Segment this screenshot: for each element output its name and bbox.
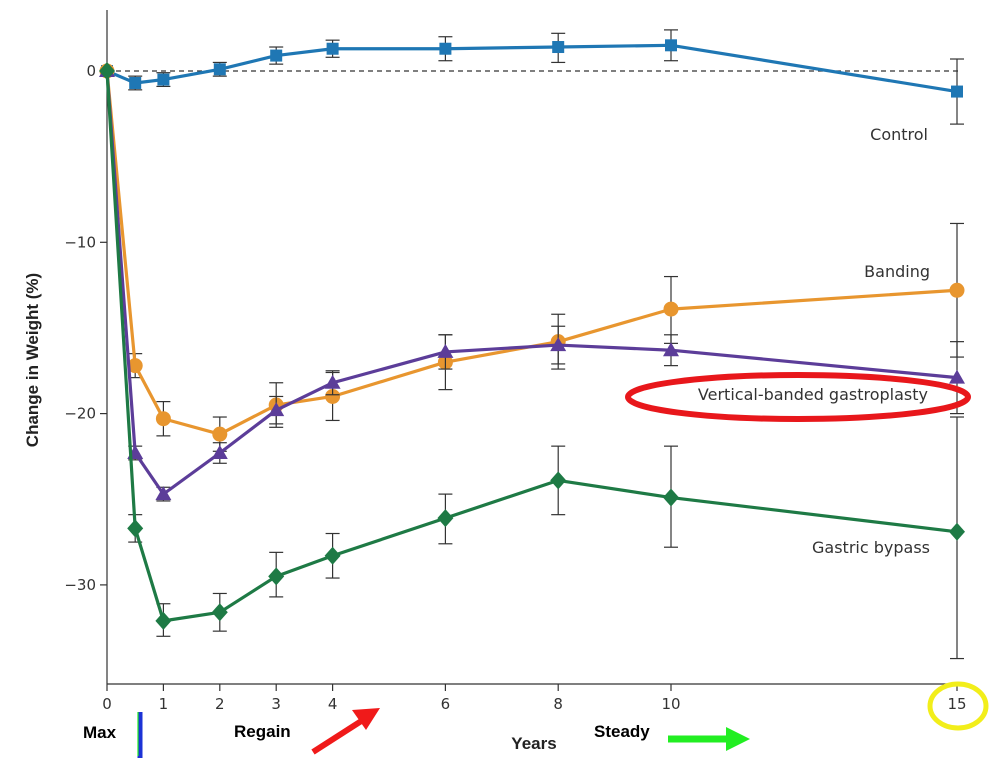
series-line [105, 70, 958, 496]
data-point-circle [949, 282, 965, 298]
series-gastric-bypass [99, 62, 965, 660]
data-point-diamond [949, 522, 965, 541]
data-point-circle [325, 388, 341, 404]
data-point-square [439, 42, 452, 55]
x-tick-label: 2 [215, 695, 225, 713]
x-tick-label: 1 [159, 695, 169, 713]
annotation-steady: Steady [594, 722, 650, 741]
data-point-diamond [437, 509, 454, 528]
data-point-diamond [268, 567, 285, 586]
data-point-square [552, 41, 565, 54]
x-axis-title: Years [511, 734, 556, 753]
series-label: Banding [864, 262, 930, 281]
data-point-triangle [324, 374, 341, 389]
y-axis-title: Change in Weight (%) [23, 273, 42, 447]
data-point-triangle [550, 337, 567, 352]
data-point-diamond [127, 519, 144, 538]
axes: 0 −10 −20 −30 0 1 2 3 4 6 8 10 15 [64, 10, 967, 713]
data-point-square [129, 76, 142, 89]
y-tick-label: 0 [86, 62, 96, 80]
data-point-circle [663, 301, 679, 317]
series-line [105, 70, 958, 623]
data-point-triangle [268, 402, 285, 417]
data-point-square [270, 49, 283, 62]
data-point-triangle [211, 444, 228, 459]
series-label: Gastric bypass [812, 538, 930, 557]
series-label: Vertical-banded gastroplasty [698, 385, 928, 404]
series-layer [99, 29, 965, 660]
data-point-triangle [949, 369, 965, 384]
data-point-triangle [437, 343, 454, 358]
data-point-square [665, 39, 677, 52]
x-tick-label: 15 [947, 695, 966, 713]
arrow-right-icon [668, 727, 750, 751]
annotation-regain: Regain [234, 722, 291, 741]
data-point-square [213, 63, 226, 76]
y-tick-label: −30 [64, 576, 96, 594]
data-point-diamond [324, 546, 341, 565]
data-point-square [157, 73, 170, 86]
data-point-square [951, 85, 963, 98]
highlight-ellipse [625, 372, 971, 422]
arrow-down-icon [137, 712, 143, 758]
x-tick-label: 0 [102, 695, 112, 713]
data-point-circle [127, 358, 143, 374]
series-control [101, 29, 964, 125]
series-line [105, 70, 958, 436]
y-tick-label: −20 [64, 405, 96, 423]
x-tick-label: 6 [441, 695, 451, 713]
x-tick-label: 3 [271, 695, 281, 713]
data-point-triangle [155, 486, 172, 501]
data-point-square [326, 42, 339, 55]
series-vertical-banded-gastroplasty [99, 63, 965, 502]
x-tick-label: 8 [553, 695, 563, 713]
data-point-diamond [155, 611, 172, 630]
x-tick-label: 10 [661, 695, 680, 713]
data-point-diamond [550, 471, 567, 490]
arrow-up-right-icon [311, 708, 380, 755]
series-line [106, 43, 958, 94]
series-label: Control [870, 125, 928, 144]
series-banding [99, 63, 965, 452]
data-point-diamond [211, 603, 228, 622]
data-point-circle [212, 426, 228, 442]
annotation-layer: Max Regain Steady [83, 372, 989, 758]
data-point-diamond [99, 62, 115, 80]
data-point-circle [155, 411, 171, 427]
y-tick-label: −10 [64, 233, 96, 251]
labels-layer: Control Banding Vertical-banded gastroplas… [698, 125, 930, 557]
data-point-triangle [663, 342, 679, 357]
x-tick-label: 4 [328, 695, 338, 713]
data-point-diamond [663, 488, 679, 507]
annotation-max: Max [83, 723, 117, 742]
highlight-circle [927, 681, 989, 731]
